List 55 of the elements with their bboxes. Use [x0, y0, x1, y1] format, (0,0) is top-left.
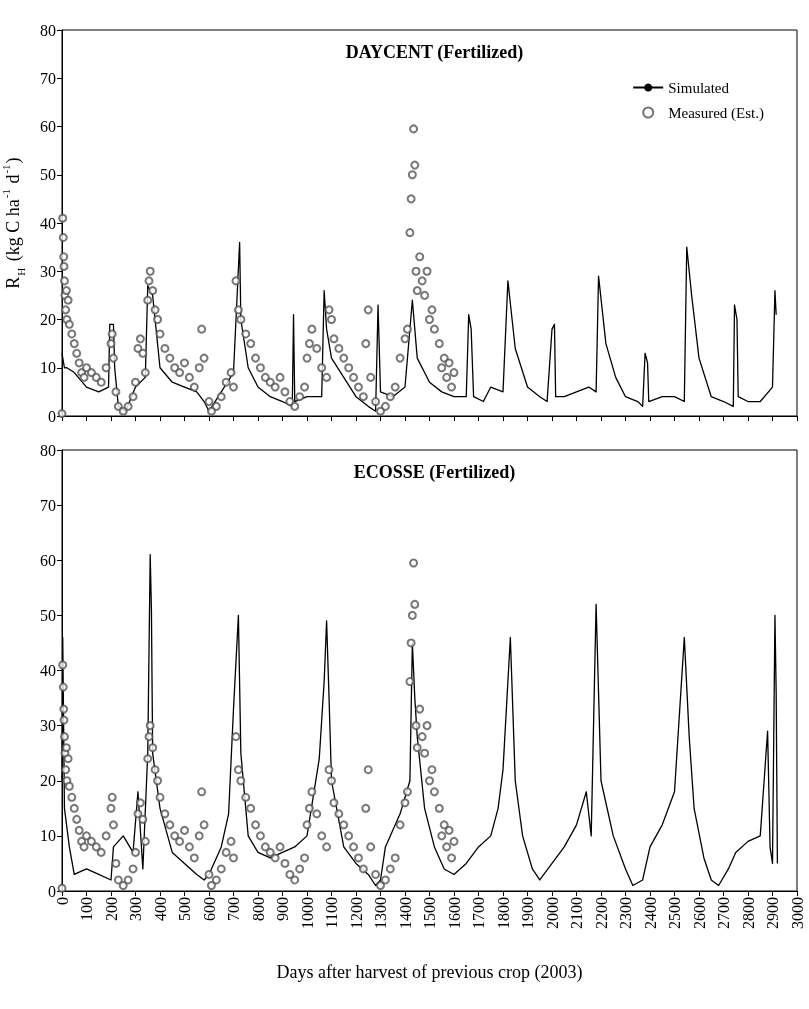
y-tick-label: 70: [40, 496, 56, 514]
x-tick-label: 500: [176, 897, 193, 921]
x-tick-label: 1200: [347, 897, 365, 929]
x-tick-label: 2100: [568, 897, 585, 929]
y-tick-label: 70: [40, 69, 56, 87]
y-tick-label: 0: [48, 882, 56, 900]
x-tick-label: 1700: [470, 897, 487, 929]
y-tick-label: 30: [40, 717, 56, 735]
y-tick-label: 80: [40, 441, 56, 459]
y-tick-label: 20: [40, 311, 56, 328]
y-tick-label: 40: [40, 214, 56, 232]
y-tick-label: 20: [40, 772, 56, 790]
x-tick-label: 3000: [788, 897, 806, 929]
y-tick-label: 0: [48, 407, 56, 425]
x-tick-label: 2700: [715, 897, 732, 929]
legend-label: Measured (Est.): [668, 104, 765, 122]
x-tick-label: 1500: [421, 897, 438, 929]
x-tick-label: 2500: [666, 897, 683, 929]
x-tick-label: 1000: [298, 897, 316, 929]
x-tick-label: 1300: [372, 897, 389, 929]
x-tick-label: 100: [78, 897, 95, 921]
x-tick-label: 1100: [323, 897, 340, 929]
x-axis-title: Days after harvest of previous crop (2003): [276, 962, 583, 983]
y-tick-label: 40: [40, 662, 56, 679]
y-tick-label: 30: [40, 262, 56, 280]
y-tick-label: 10: [40, 827, 56, 845]
x-tick-label: 700: [225, 897, 242, 921]
x-tick-label: 1800: [494, 897, 512, 929]
x-tick-label: 2900: [764, 897, 781, 929]
y-tick-label: 50: [40, 606, 56, 624]
x-tick-label: 0: [53, 897, 71, 905]
y-tick-label: 50: [40, 166, 56, 184]
x-tick-label: 800: [249, 897, 267, 921]
y-tick-label: 10: [40, 359, 56, 377]
y-axis-title: RH (kg C ha-1 d-1): [0, 157, 27, 289]
legend-label: Simulated: [668, 79, 730, 96]
y-tick-label: 60: [40, 551, 56, 569]
x-tick-label: 2000: [543, 897, 561, 929]
x-tick-label: 1400: [396, 897, 414, 929]
text: ECOSSE (Fertilized): [353, 462, 516, 483]
x-tick-label: 2200: [592, 897, 610, 929]
x-tick-label: 2600: [690, 897, 708, 929]
y-tick-label: 60: [40, 118, 56, 135]
x-tick-label: 200: [102, 897, 120, 921]
x-tick-label: 1900: [519, 897, 536, 929]
x-tick-label: 2300: [617, 897, 634, 929]
x-tick-label: 2800: [739, 897, 757, 929]
x-tick-label: 2400: [641, 897, 659, 929]
y-tick-label: 80: [40, 21, 56, 39]
x-tick-label: 300: [127, 897, 144, 921]
text: DAYCENT (Fertilized): [345, 42, 524, 63]
x-tick-label: 400: [151, 897, 169, 921]
x-tick-label: 600: [200, 897, 218, 921]
x-tick-label: 1600: [445, 897, 463, 929]
x-tick-label: 900: [274, 897, 291, 921]
